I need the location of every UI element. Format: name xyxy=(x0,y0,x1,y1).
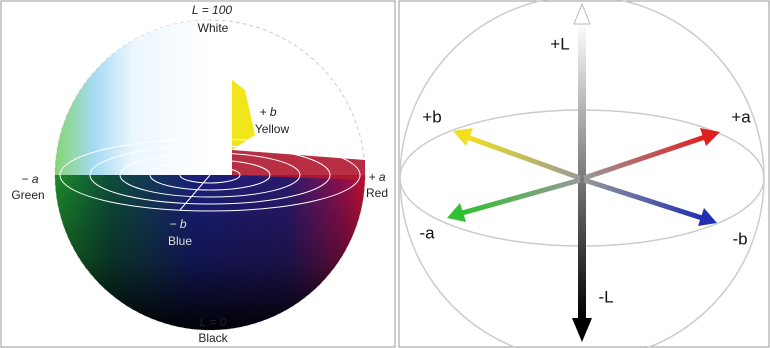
axis-label: +b xyxy=(422,107,441,126)
label: + b xyxy=(259,105,276,119)
label: Red xyxy=(366,186,388,200)
lab-diagram: L = 100 White + b Yellow − a Green + a R… xyxy=(0,0,770,348)
axis-label: -b xyxy=(732,229,747,248)
label: − a xyxy=(21,172,38,186)
label: L = 0 xyxy=(200,315,227,329)
axis-label: -L xyxy=(598,287,613,306)
axis-label: +L xyxy=(550,34,569,53)
label: + a xyxy=(368,170,385,184)
label: Green xyxy=(11,188,44,202)
page: L = 100 White + b Yellow − a Green + a R… xyxy=(0,0,770,348)
label: Yellow xyxy=(255,122,290,136)
label: L = 100 xyxy=(192,3,232,17)
label: White xyxy=(198,21,229,35)
label: Blue xyxy=(168,234,192,248)
axis-label: +a xyxy=(731,107,751,126)
label: − b xyxy=(169,217,186,231)
axis-label: -a xyxy=(419,223,435,242)
label: Black xyxy=(198,331,228,345)
